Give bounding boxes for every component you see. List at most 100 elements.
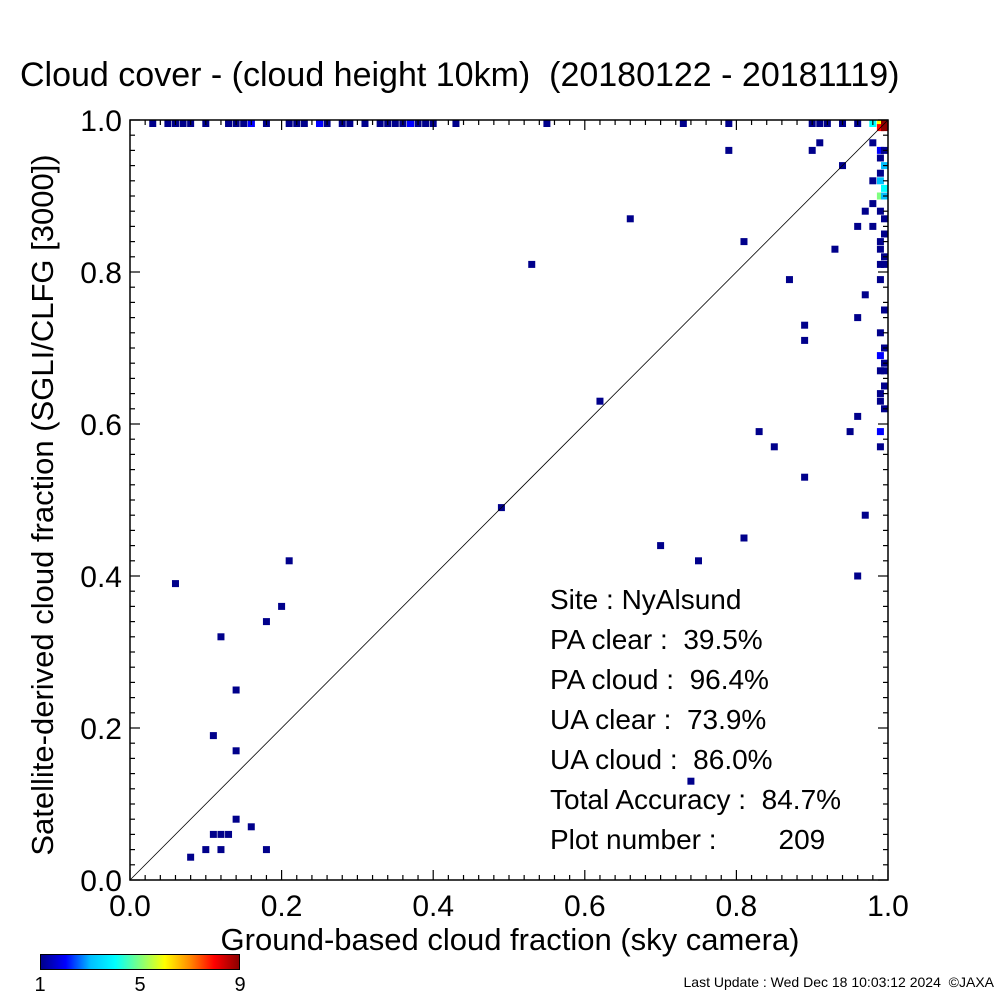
x-tick-label: 0.8 [716,890,758,923]
data-point [876,260,884,268]
data-point [861,207,869,215]
data-point [225,830,233,838]
data-point [876,367,884,375]
diagonal-line [129,119,889,881]
data-point [869,222,877,230]
data-point [316,120,323,127]
stats-total-accuracy: Total Accuracy : 84.7% [550,784,842,815]
data-point [376,120,384,127]
stats-pa-cloud: PA cloud : 96.4% [550,664,769,695]
data-point [785,276,793,284]
x-tick-label: 0.2 [261,890,303,923]
data-point [876,276,884,284]
x-tick-label: 0.4 [412,890,454,923]
data-point [876,397,884,405]
data-point [217,830,225,838]
y-tick-label: 0.2 [80,713,122,746]
data-point [881,260,888,268]
data-point [679,120,687,127]
y-axis-label: Satellite-derived cloud fraction (SGLI/C… [25,154,60,856]
data-point [209,830,217,838]
data-point [876,146,884,154]
data-point [391,120,399,127]
y-tick-label: 0.0 [80,865,122,898]
colorbar-label-max: 9 [234,974,246,996]
data-point [876,443,884,451]
data-point [202,846,210,854]
data-point [808,146,816,154]
data-point [725,146,733,154]
data-point [876,390,884,398]
data-point [881,124,888,132]
x-axis-label: Ground-based cloud fraction (sky camera) [220,922,800,957]
data-point [657,542,665,550]
data-point [876,169,884,177]
data-point [285,120,293,127]
footer-last-update: Last Update : Wed Dec 18 10:03:12 2024 ©… [683,974,994,990]
data-point [626,215,634,223]
data-point [876,352,884,360]
data-point [740,534,748,542]
data-point [876,428,884,436]
data-point [232,686,240,694]
data-point [876,207,884,215]
data-point [881,230,888,238]
data-point [179,120,187,127]
data-point [171,580,179,588]
data-point [278,602,286,610]
data-point [881,184,888,192]
data-point [285,557,293,565]
data-point [881,367,888,375]
chart-title: Cloud cover - (cloud height 10km) (20180… [20,56,900,94]
data-point [876,238,884,246]
stats-ua-cloud: UA cloud : 86.0% [550,744,773,775]
data-point [876,154,884,162]
data-point [422,120,430,127]
data-point [801,321,809,329]
data-point [240,120,248,127]
data-point [225,120,233,127]
data-point [209,732,217,740]
y-tick-label: 1.0 [80,105,122,138]
data-point [869,177,877,185]
data-point [232,747,240,755]
data-point [854,222,862,230]
data-point [528,260,536,268]
x-tick-label: 0.0 [109,890,151,923]
data-point [876,192,884,200]
data-point [149,120,157,127]
data-point [346,120,354,127]
data-point [854,412,862,420]
data-point [801,336,809,344]
data-point [596,397,604,405]
data-point [232,815,240,823]
data-point [164,120,172,127]
data-point [262,846,270,854]
y-tick-label: 0.6 [80,409,122,442]
colorbar-label-mid: 5 [134,974,146,996]
data-point [881,215,888,223]
data-point [876,245,884,253]
stats-site: Site : NyAlsund [550,584,742,615]
data-point [543,120,551,127]
data-point [187,853,195,861]
data-point [816,139,824,147]
data-point [406,120,414,127]
data-point [262,618,270,626]
x-tick-label: 1.0 [867,890,909,923]
data-point [869,200,877,208]
data-point [869,139,877,147]
data-point [361,120,369,127]
stats-pa-clear: PA clear : 39.5% [550,624,763,655]
data-point [816,120,824,127]
data-point [300,120,308,127]
colorbar [40,954,240,970]
data-point [801,473,809,481]
data-point [876,177,884,185]
data-point [881,382,888,390]
stats-ua-clear: UA clear : 73.9% [550,704,767,735]
data-point [217,846,225,854]
ticks-layer: 0.0 0.2 0.4 0.6 0.8 1.0 0.0 0.2 0.4 0.6 0.8 1.0 [80,105,909,923]
data-point [881,306,888,314]
